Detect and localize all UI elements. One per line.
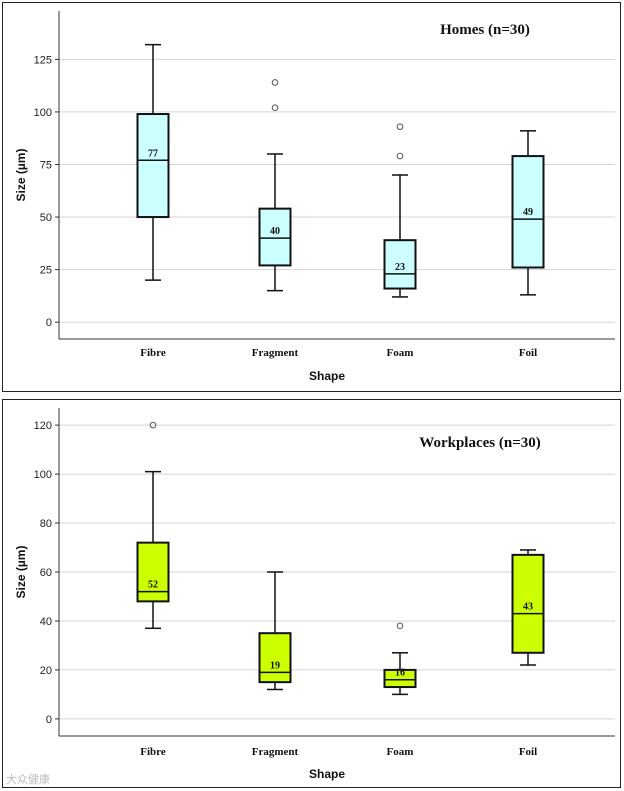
median-label: 16 (395, 668, 405, 679)
chart-title: Workplaces (n=30) (419, 435, 540, 451)
y-tick-label: 60 (40, 567, 52, 579)
x-tick-label: Foam (387, 746, 414, 758)
median-label: 49 (523, 207, 533, 218)
x-tick-label: Fibre (140, 347, 166, 359)
y-tick-label: 120 (34, 420, 52, 432)
homes-boxplot: 0 25 50 75 100 125 Homes (n=30) Shape Size (µm) F… (14, 11, 615, 383)
y-axis-label: Size (µm) (14, 546, 28, 599)
x-tick-label: Foam (387, 347, 414, 359)
x-tick-label: Fragment (252, 746, 299, 758)
y-tick-label: 0 (46, 317, 52, 329)
box-fibre (136, 541, 170, 603)
outlier-point (396, 622, 404, 630)
x-tick-label: Fibre (140, 746, 166, 758)
chart-title: Homes (n=30) (440, 22, 530, 38)
y-tick-label: 20 (40, 665, 52, 677)
y-axis-label: Size (µm) (14, 149, 28, 202)
homes-chart-panel: 0 25 50 75 100 125 Homes (n=30) Shape Size (µm) F… (2, 2, 621, 392)
y-tick-label: 40 (40, 616, 52, 628)
y-tick-label: 75 (40, 159, 52, 171)
box-fibre (136, 113, 170, 219)
box-foil (511, 155, 545, 269)
outlier-point (271, 79, 279, 86)
x-tick-label: Foil (519, 347, 537, 359)
y-tick-label: 25 (40, 265, 52, 277)
outlier-point (149, 421, 157, 429)
box-fragment (258, 207, 292, 267)
box-foil (511, 553, 545, 654)
y-tick-label: 125 (34, 54, 52, 66)
y-tick-label: 80 (40, 518, 52, 530)
watermark-text: 大众健康 (6, 773, 50, 786)
outlier-point (396, 152, 404, 160)
x-axis-label: Shape (309, 767, 345, 781)
median-label: 40 (270, 226, 280, 237)
x-axis-label: Shape (309, 369, 345, 383)
y-tick-label: 100 (34, 107, 52, 119)
x-tick-label: Fragment (252, 347, 299, 359)
box-foam (383, 239, 417, 290)
y-tick-label: 100 (34, 469, 52, 481)
box-fragment (258, 632, 292, 684)
median-label: 52 (148, 580, 158, 591)
box-foam (383, 668, 417, 689)
median-label: 19 (270, 660, 280, 671)
median-label: 43 (523, 602, 533, 613)
median-label: 77 (148, 148, 158, 159)
median-label: 23 (395, 262, 405, 273)
outlier-point (396, 123, 404, 130)
outlier-point (271, 104, 279, 112)
y-tick-label: 50 (40, 212, 52, 224)
x-tick-label: Foil (519, 746, 537, 758)
workplaces-boxplot: 0 20 40 60 80 100 120 Workplaces (n=30) Shape Siz… (14, 408, 615, 781)
workplaces-chart-panel: 0 20 40 60 80 100 120 Workplaces (n=30) Shape Siz… (2, 399, 621, 788)
y-tick-label: 0 (46, 714, 52, 726)
